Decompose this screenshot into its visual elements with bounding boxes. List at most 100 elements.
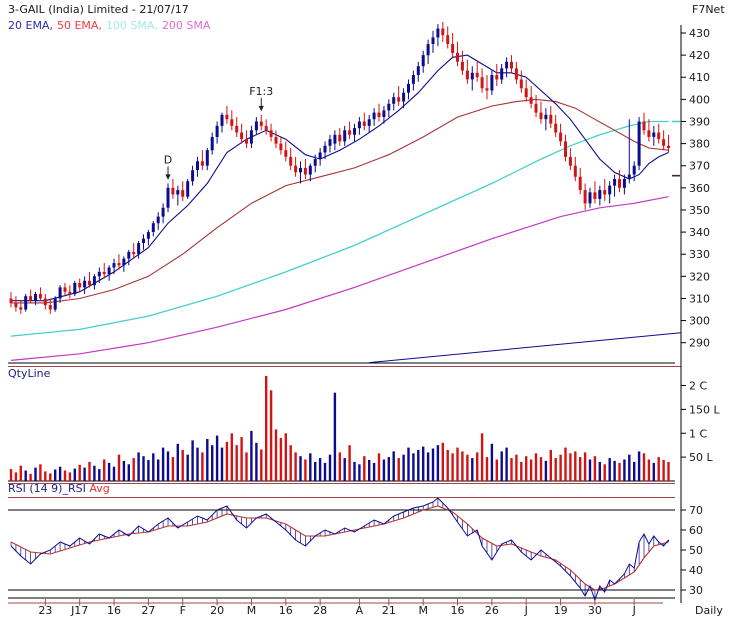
volume-bar (476, 452, 479, 481)
volume-bar (245, 452, 248, 481)
candle-body (68, 291, 72, 294)
volume-bar (633, 461, 636, 481)
volume-bar (534, 453, 538, 481)
candle-body (191, 170, 195, 182)
volume-bar (647, 459, 651, 481)
volume-bar (93, 465, 96, 481)
volume-bar (107, 462, 111, 481)
volume-bar (58, 466, 62, 481)
x-axis-tick-label: 19 (554, 604, 568, 617)
volume-bar (358, 464, 361, 481)
annotation-arrowhead (258, 105, 264, 112)
candle-body (88, 280, 91, 286)
candle-body (573, 165, 577, 177)
volume-bar (39, 464, 42, 481)
x-axis-tick-label: J (632, 604, 636, 617)
candle-body (485, 88, 489, 91)
ema50-line (11, 98, 669, 304)
volume-bar (191, 440, 194, 481)
volume-bar (181, 450, 184, 481)
volume-bar (260, 449, 263, 481)
legend-sma100: 100 SMA, (105, 19, 158, 32)
volume-bar (323, 462, 327, 481)
candle-body (117, 263, 121, 266)
volume-bar (44, 471, 47, 481)
volume-bar (269, 390, 273, 481)
volume-bar (529, 459, 533, 481)
candle-body (14, 302, 18, 308)
volume-bar (250, 430, 253, 481)
candle-body (200, 161, 204, 166)
volume-bar (593, 456, 597, 481)
volume-bar (14, 472, 18, 481)
candle-body (343, 130, 347, 142)
volume-bar (436, 445, 440, 481)
volume-bar (171, 457, 175, 481)
volume-bar (461, 451, 464, 481)
candle-body (470, 72, 474, 80)
candle-body (407, 83, 410, 93)
volume-bar (29, 473, 32, 481)
price-axis-tick-label: 390 (689, 115, 710, 128)
candle-body (146, 232, 150, 239)
volume-bar (372, 462, 376, 481)
candle-body (38, 294, 42, 299)
candle-body (269, 130, 273, 137)
candle-body (132, 252, 136, 255)
rsi-axis-tick-label: 40 (689, 564, 703, 577)
candle-body (549, 114, 553, 124)
candle-body (514, 68, 518, 80)
volume-bar (397, 458, 400, 481)
volume-bar (98, 469, 101, 481)
candle-body (240, 132, 244, 140)
candle-body (294, 165, 298, 173)
x-axis-tick-label: A (356, 604, 364, 617)
volume-bar (456, 447, 459, 481)
volume-bar (613, 460, 616, 481)
candle-body (73, 283, 77, 295)
legend-sma200: 200 SMA (161, 19, 211, 32)
volume-bar (426, 452, 430, 481)
volume-bar (392, 451, 395, 481)
candle-body (19, 307, 23, 310)
volume-bar (294, 452, 297, 481)
price-axis-tick-label: 330 (689, 248, 710, 261)
volume-bar (157, 459, 160, 481)
ma-legend: 20 EMA, 50 EMA, 100 SMA, 200 SMA (8, 19, 214, 32)
candle-body (588, 192, 592, 204)
volume-bar (598, 461, 601, 481)
volume-bar (500, 451, 503, 481)
candle-body (583, 190, 587, 204)
candle-body (156, 216, 160, 224)
candle-body (78, 283, 82, 288)
volume-bar (387, 457, 390, 481)
candle-body (402, 92, 406, 102)
candle-body (9, 298, 13, 303)
candle-body (397, 97, 401, 102)
candle-body (235, 125, 239, 133)
candle-body (92, 276, 96, 286)
volume-bar (103, 459, 106, 481)
candle-body (259, 121, 263, 126)
volume-bar (417, 450, 420, 481)
candle-body (58, 287, 62, 299)
rsi-avg-label: Avg (89, 482, 110, 495)
candle-body (34, 294, 37, 301)
volume-bar (333, 392, 337, 481)
candle-body (372, 112, 376, 120)
volume-bar (515, 454, 518, 481)
volume-bar (588, 459, 592, 481)
volume-bar (544, 460, 548, 481)
volume-bar (49, 473, 52, 481)
volume-bar (628, 454, 631, 481)
candle-body (142, 238, 145, 244)
x-axis-tick-label: M (247, 604, 257, 617)
rsi-line (10, 497, 669, 602)
candle-body (382, 110, 386, 117)
volume-bar (603, 464, 606, 481)
candle-body (107, 267, 111, 275)
candle-body (313, 159, 317, 166)
price-axis-tick-label: 360 (689, 182, 710, 195)
candle-body (622, 179, 626, 188)
